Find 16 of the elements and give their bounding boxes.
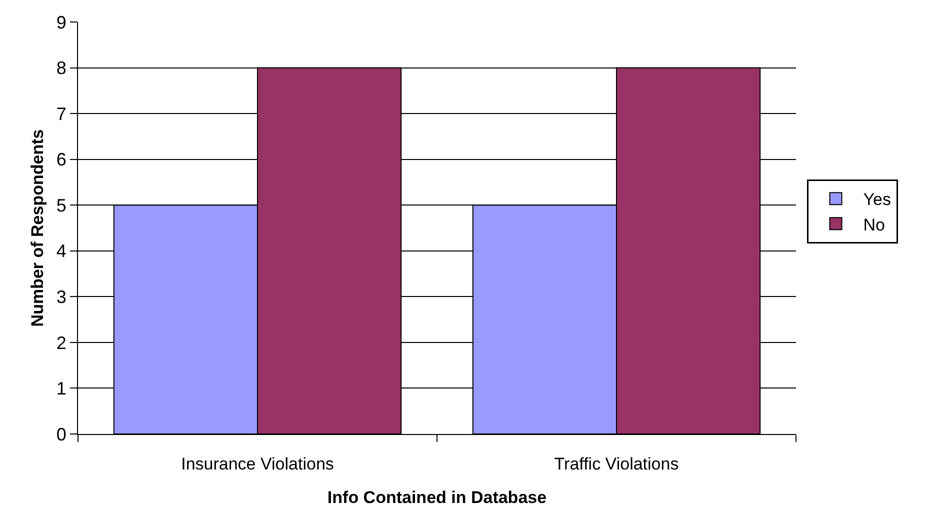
y-tick-label: 8 (56, 58, 66, 78)
y-tick-label: 2 (56, 332, 66, 353)
y-tick-label: 5 (56, 195, 66, 216)
x-tick-label: Insurance Violations (181, 454, 334, 474)
y-tick-label: 7 (56, 104, 66, 124)
legend-label: Yes (863, 190, 892, 210)
x-axis-title: Info Contained in Database (327, 488, 547, 507)
x-tick-label: Traffic Violations (554, 454, 679, 474)
y-tick-label: 0 (56, 424, 66, 444)
y-tick-label: 4 (56, 241, 66, 262)
y-tick-label: 3 (56, 286, 66, 307)
y-axis-title: Number of Respondents (28, 129, 47, 327)
y-tick-label: 1 (56, 378, 66, 399)
y-tick-label: 9 (56, 12, 66, 32)
y-tick-label: 6 (56, 150, 66, 170)
legend-label: No (863, 215, 886, 234)
